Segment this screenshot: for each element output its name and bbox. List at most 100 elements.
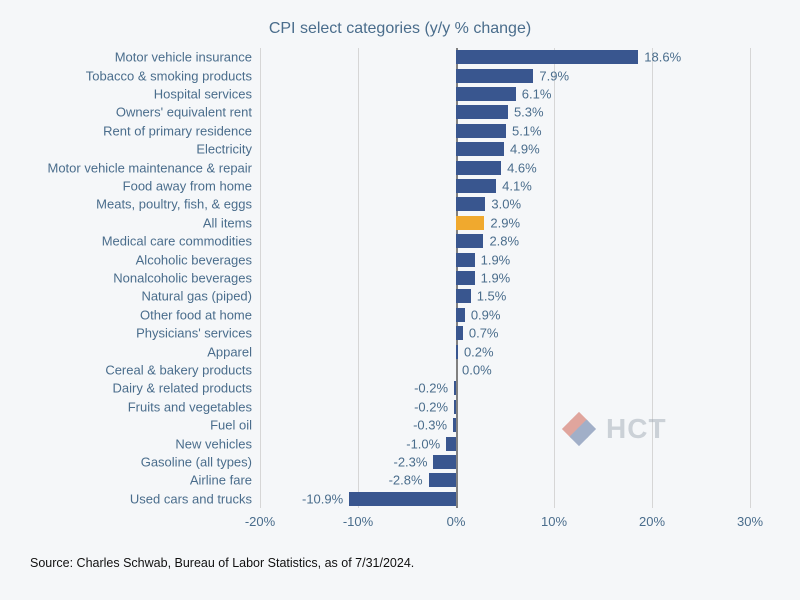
bar [456,161,501,175]
value-label: 1.5% [471,289,513,304]
value-label: 4.1% [496,178,538,193]
plot-area: -20%-10%0%10%20%30%Motor vehicle insuran… [260,48,750,508]
category-label: Used cars and trucks [130,491,260,506]
bar [456,50,638,64]
category-label: Medical care commodities [102,234,260,249]
value-label: 0.2% [458,344,500,359]
bar [454,381,456,395]
bar-row: Hospital services6.1% [260,85,750,103]
bar [429,473,456,487]
bar-row: Cereal & bakery products0.0% [260,361,750,379]
value-label: 0.9% [465,307,507,322]
category-label: Cereal & bakery products [105,362,260,377]
bar-row: Meats, poultry, fish, & eggs3.0% [260,195,750,213]
bar [456,87,516,101]
bar-row: Owners' equivalent rent5.3% [260,103,750,121]
x-tick-label: 10% [541,508,567,529]
bar [456,289,471,303]
category-label: Rent of primary residence [103,123,260,138]
category-label: Motor vehicle maintenance & repair [48,160,261,175]
value-label: -2.3% [388,454,434,469]
bar-row: All items2.9% [260,214,750,232]
category-label: Other food at home [140,307,260,322]
category-label: Meats, poultry, fish, & eggs [96,197,260,212]
x-tick-label: 0% [447,508,466,529]
bar-highlight [456,216,484,230]
category-label: Tobacco & smoking products [86,68,260,83]
category-label: Nonalcoholic beverages [113,270,260,285]
source-line: Source: Charles Schwab, Bureau of Labor … [30,556,414,570]
bar-row: Food away from home4.1% [260,177,750,195]
value-label: 18.6% [638,50,687,65]
bar-row: Motor vehicle insurance18.6% [260,48,750,66]
category-label: Fruits and vegetables [128,399,260,414]
value-label: -2.8% [383,473,429,488]
bar-row: Used cars and trucks-10.9% [260,490,750,508]
bar-row: Apparel0.2% [260,342,750,360]
category-label: Dairy & related products [113,381,260,396]
bar-row: Fuel oil-0.3% [260,416,750,434]
category-label: Hospital services [154,86,260,101]
value-label: 5.1% [506,123,548,138]
category-label: Owners' equivalent rent [116,105,260,120]
category-label: Gasoline (all types) [141,454,260,469]
bar-row: Dairy & related products-0.2% [260,379,750,397]
bar [349,492,456,506]
value-label: 4.6% [501,160,543,175]
value-label: 6.1% [516,86,558,101]
bar [446,437,456,451]
bar [456,69,533,83]
bar-row: Gasoline (all types)-2.3% [260,453,750,471]
value-label: 5.3% [508,105,550,120]
value-label: 2.9% [484,215,526,230]
category-label: Food away from home [123,178,260,193]
bar-row: Physicians' services0.7% [260,324,750,342]
category-label: Physicians' services [136,326,260,341]
category-label: Electricity [196,142,260,157]
bar-row: Rent of primary residence5.1% [260,122,750,140]
category-label: New vehicles [175,436,260,451]
value-label: 0.0% [456,362,498,377]
bar-row: Natural gas (piped)1.5% [260,287,750,305]
bar [433,455,456,469]
value-label: 0.7% [463,326,505,341]
value-label: 7.9% [533,68,575,83]
x-tick-label: 30% [737,508,763,529]
value-label: 3.0% [485,197,527,212]
bar [456,326,463,340]
chart-title: CPI select categories (y/y % change) [0,20,800,38]
bar [456,124,506,138]
x-tick-label: -20% [245,508,275,529]
category-label: Alcoholic beverages [136,252,260,267]
bar [456,234,483,248]
bar [454,400,456,414]
x-tick-label: 20% [639,508,665,529]
bar-row: New vehicles-1.0% [260,434,750,452]
x-tick-label: -10% [343,508,373,529]
bar [456,179,496,193]
value-label: 2.8% [483,234,525,249]
bar [456,197,485,211]
value-label: -0.3% [407,418,453,433]
bar-row: Medical care commodities2.8% [260,232,750,250]
bar [456,271,475,285]
value-label: 1.9% [475,270,517,285]
value-label: -1.0% [400,436,446,451]
value-label: 4.9% [504,142,546,157]
value-label: -0.2% [408,381,454,396]
category-label: Fuel oil [210,418,260,433]
bar-row: Nonalcoholic beverages1.9% [260,269,750,287]
category-label: Natural gas (piped) [141,289,260,304]
bar-row: Motor vehicle maintenance & repair4.6% [260,158,750,176]
category-label: All items [203,215,260,230]
bar-row: Alcoholic beverages1.9% [260,250,750,268]
value-label: -0.2% [408,399,454,414]
bar [456,105,508,119]
bar-row: Airline fare-2.8% [260,471,750,489]
bar [456,142,504,156]
bar [456,253,475,267]
value-label: 1.9% [475,252,517,267]
category-label: Apparel [207,344,260,359]
category-label: Airline fare [190,473,260,488]
bar-row: Tobacco & smoking products7.9% [260,66,750,84]
